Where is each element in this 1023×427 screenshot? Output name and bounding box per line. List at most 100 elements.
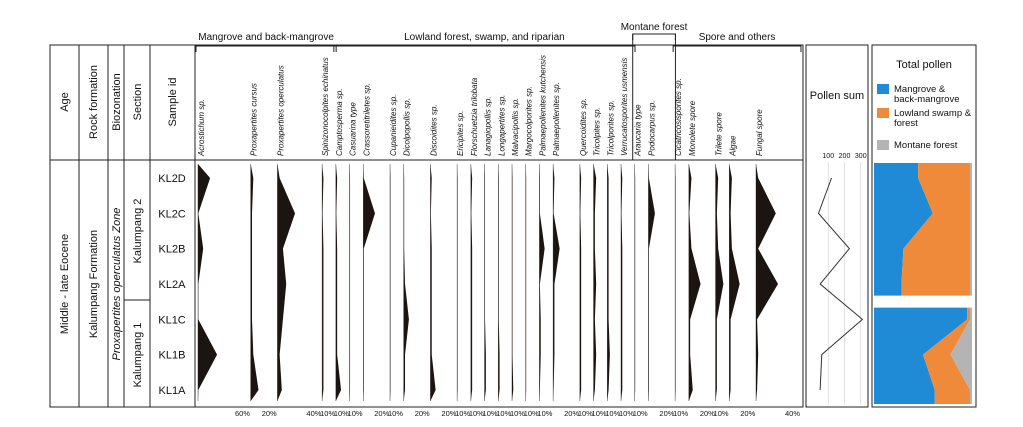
total-pollen-frame xyxy=(871,44,977,408)
taxon-axis-label: 40% xyxy=(306,409,321,418)
taxon-name: Algae xyxy=(728,135,737,157)
sample-label: KL2B xyxy=(159,244,186,256)
taxon-axis-label: 20% xyxy=(700,409,715,418)
taxon-curve xyxy=(277,164,296,401)
total-pollen-area xyxy=(901,163,971,296)
taxon-curve xyxy=(553,164,560,401)
pollen-sum-panel: Pollen sum 100 200 300 xyxy=(805,44,869,408)
rock-formation-header: Rock formation xyxy=(88,65,100,139)
taxon-name: Malvacipollis sp. xyxy=(511,98,520,156)
taxon-axis-label: 10% xyxy=(673,409,688,418)
total-pollen-area xyxy=(950,307,972,404)
sample-label: KL1A xyxy=(159,385,187,397)
taxon-axis-label: 10% xyxy=(348,409,363,418)
taxon-axis-label: 60% xyxy=(235,409,250,418)
legend-label: Lowland swamp & xyxy=(894,108,972,119)
taxon-curve xyxy=(593,164,597,401)
taxon-name: Trilete spore xyxy=(715,112,724,156)
sample-labels: KL2D KL2C KL2B KL2A KL1C KL1B KL1A xyxy=(158,173,186,397)
taxon-axis-label: 10% xyxy=(320,409,335,418)
taxon-curve xyxy=(322,164,324,401)
taxon-name: Tricolporites sp. xyxy=(606,100,615,156)
taxon-axis-label: 20% xyxy=(659,409,674,418)
total-pollen-area xyxy=(874,163,933,296)
taxon-axis-label: 10% xyxy=(483,409,498,418)
age-header: Age xyxy=(59,92,71,112)
pollen-sum-tick: 200 xyxy=(839,153,851,160)
group-header: Montane forest xyxy=(621,22,688,33)
taxon-name: Fungal spore xyxy=(755,109,764,156)
taxon-name: Verrucatosporites usmensis xyxy=(620,58,629,156)
taxon-axis-label: 20% xyxy=(564,409,579,418)
group-header: Mangrove and back-mangrove xyxy=(198,32,334,43)
taxon-axis-label: 10% xyxy=(578,409,593,418)
taxa-columns: Acrostichum sp. 60% Proxapertites cursus 20… xyxy=(197,55,800,418)
taxon-axis-label: 10% xyxy=(388,409,403,418)
taxon-curve xyxy=(648,164,655,401)
taxon-axis-label: 10% xyxy=(592,409,607,418)
age-value: Middle - late Eocene xyxy=(59,234,71,334)
total-pollen-legend: Mangrove &back-mangrove Lowland swamp &fo… xyxy=(877,84,972,151)
taxon-curve xyxy=(498,164,500,401)
taxon-name: Palmaepollenites sp. xyxy=(552,82,561,156)
taxon-axis-label: 10% xyxy=(334,409,349,418)
taxon-name: Cupanieidites sp. xyxy=(389,95,398,156)
legend-label: forest xyxy=(894,118,918,129)
taxon-curve xyxy=(607,164,610,401)
taxon-name: Proxapertites operculatus xyxy=(276,65,285,156)
pollen-sum-frame xyxy=(805,44,869,408)
taxon-name: Florschuetzia trilobata xyxy=(470,77,479,156)
pollen-sum-tick: 100 xyxy=(822,153,834,160)
taxon-name: Camptosperma sp. xyxy=(335,88,344,156)
taxon-axis-label: 10% xyxy=(455,409,470,418)
total-pollen-areas xyxy=(874,163,972,404)
taxon-curve xyxy=(579,164,582,401)
taxon-name: Podocarpus sp. xyxy=(647,100,656,156)
legend-label: Mangrove & xyxy=(894,84,946,95)
taxon-curve xyxy=(363,164,375,401)
taxon-axis-label: 20% xyxy=(740,409,755,418)
taxon-name: Margocolporites sp. xyxy=(525,86,534,156)
taxon-axis-label: 40% xyxy=(785,409,800,418)
rock-formation-value: Kalumpang Formation xyxy=(88,230,100,338)
taxon-curve xyxy=(512,164,514,401)
taxon-name: Lanagiopollis sp. xyxy=(484,96,493,156)
taxon-name: Dicolpopollis sp. xyxy=(403,98,412,156)
taxon-name: Casuarina type xyxy=(349,102,358,156)
taxon-name: Quercoidites sp. xyxy=(579,98,588,156)
taxon-curve xyxy=(715,164,724,401)
legend-label: back-mangrove xyxy=(894,94,959,105)
taxon-axis-label: 10% xyxy=(633,409,648,418)
taxon-axis-label: 10% xyxy=(605,409,620,418)
taxon-curve xyxy=(403,164,409,401)
biozonation-value: Proxapertites operculatus Zone xyxy=(111,208,123,361)
taxon-curve xyxy=(470,164,473,401)
group-header: Spore and others xyxy=(699,32,776,43)
taxon-curve xyxy=(756,164,778,401)
group-bracket xyxy=(195,45,337,52)
sample-label: KL1C xyxy=(158,314,186,326)
sample-label: KL2D xyxy=(158,173,186,185)
taxon-axis-label: 10% xyxy=(510,409,525,418)
section-header: Section xyxy=(132,84,144,121)
taxon-axis-label: 20% xyxy=(374,409,389,418)
legend-swatch xyxy=(877,84,889,94)
sample-label: KL2C xyxy=(158,208,186,220)
taxon-curve xyxy=(688,164,701,401)
group-bracket xyxy=(333,45,636,52)
taxon-name: Crassoretitriletes sp. xyxy=(362,83,371,156)
taxon-axis-label: 10% xyxy=(469,409,484,418)
taxon-curve xyxy=(539,164,545,401)
pollen-sum-ticks: 100 200 300 xyxy=(822,153,867,405)
taxon-name: Longapertites sp. xyxy=(497,95,506,156)
group-headers: Mangrove and back-mangrove Lowland forest… xyxy=(195,22,802,160)
taxon-curve xyxy=(430,164,436,401)
taxon-name: Cicatricosisporites sp. xyxy=(674,78,683,156)
total-pollen-panel: Total pollen Mangrove &back-mangrove Lowl… xyxy=(871,44,977,408)
taxon-axis-label: 20% xyxy=(262,409,277,418)
pollen-sum-tick: 300 xyxy=(855,153,867,160)
taxa-frame xyxy=(194,44,804,408)
taxon-curve xyxy=(729,164,740,401)
taxon-name: Monolete spore xyxy=(688,100,697,156)
